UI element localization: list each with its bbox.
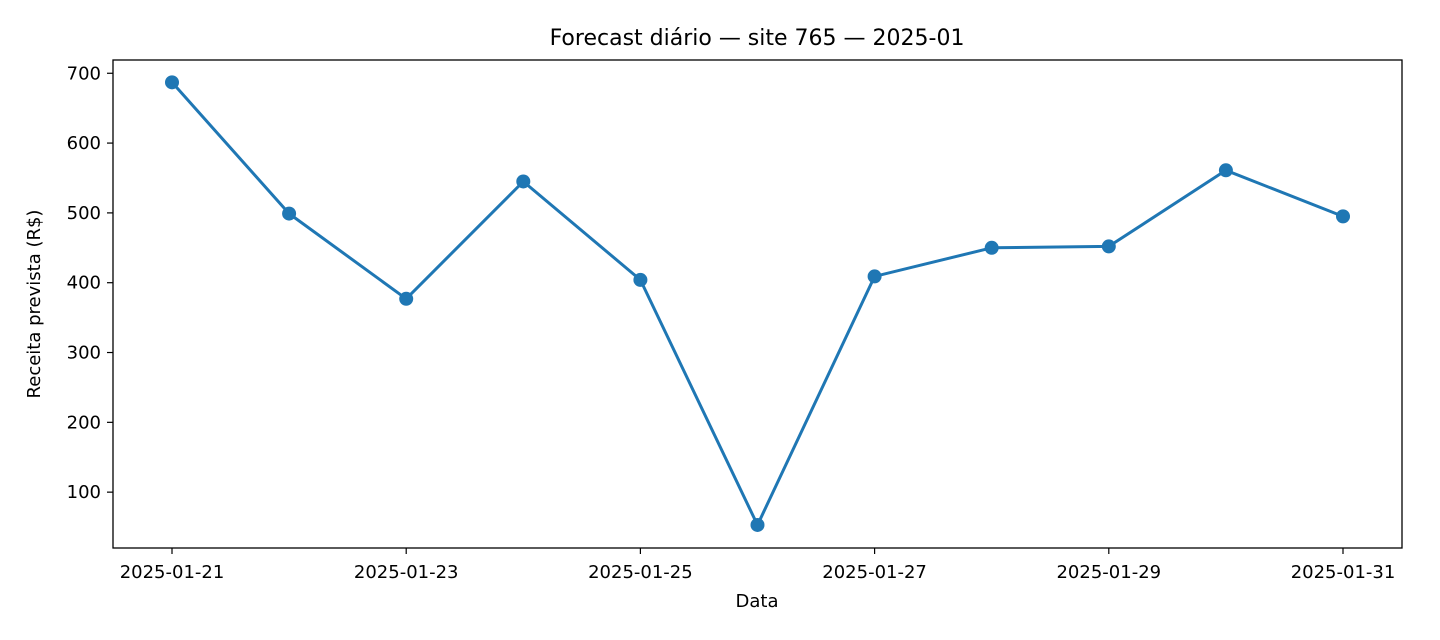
- series-layer: [165, 75, 1350, 532]
- data-point: [867, 269, 882, 284]
- y-tick-label: 100: [67, 482, 101, 503]
- y-tick-label: 200: [67, 412, 101, 433]
- y-axis-title: Receita prevista (R$): [24, 210, 45, 399]
- x-tick-label: 2025-01-31: [1291, 562, 1396, 583]
- data-point: [750, 517, 765, 532]
- data-point: [165, 75, 179, 90]
- x-tick-label: 2025-01-25: [588, 562, 693, 583]
- y-tick-label: 500: [67, 203, 101, 224]
- x-tick-label: 2025-01-21: [120, 562, 225, 583]
- y-tick-label: 700: [67, 63, 101, 84]
- x-tick-label: 2025-01-23: [354, 562, 459, 583]
- chart-title: Forecast diário — site 765 — 2025-01: [550, 26, 965, 51]
- y-tick-label: 400: [67, 273, 101, 294]
- plot-area-border: [112, 59, 1403, 549]
- y-axis-ticks: 100 200 300 400 500 600 700: [67, 63, 113, 503]
- data-point: [516, 174, 531, 189]
- data-point: [633, 272, 648, 287]
- data-point: [282, 206, 297, 221]
- series-line: [170, 81, 1344, 527]
- data-point: [984, 240, 999, 255]
- x-tick-label: 2025-01-27: [822, 562, 927, 583]
- plot-frame: [112, 59, 1403, 549]
- x-axis-title: Data: [736, 591, 779, 612]
- data-point: [1336, 209, 1350, 224]
- x-axis-ticks: 2025-01-21 2025-01-23 2025-01-25 2025-01-27…: [120, 548, 1396, 583]
- data-point: [1101, 239, 1116, 254]
- y-tick-label: 600: [67, 133, 101, 154]
- x-tick-label: 2025-01-29: [1056, 562, 1161, 583]
- data-point: [399, 291, 414, 306]
- data-point: [1218, 163, 1233, 178]
- y-tick-label: 300: [67, 343, 101, 364]
